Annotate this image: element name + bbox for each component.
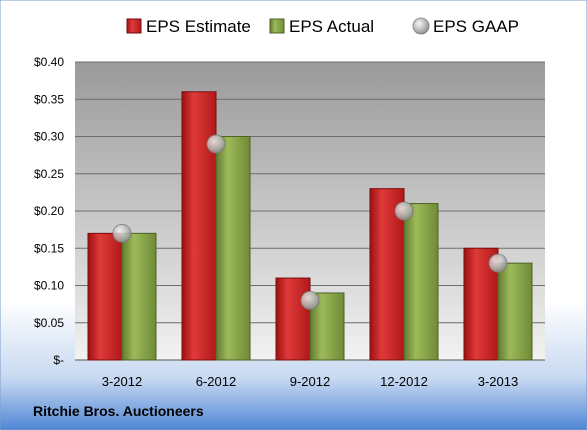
marker-eps-gaap (206, 134, 226, 154)
legend-label: EPS Actual (289, 17, 374, 36)
marker-eps-gaap (394, 201, 414, 221)
grid-lines (75, 61, 545, 361)
marker-eps-gaap (300, 290, 320, 310)
y-tick-label: $- (53, 353, 64, 367)
marker-eps-gaap (488, 253, 508, 273)
y-tick-label: $0.20 (34, 204, 64, 218)
legend-swatch (126, 18, 142, 34)
gaap-markers (112, 134, 508, 310)
y-tick-label: $0.30 (34, 130, 64, 144)
legend: EPS Estimate EPS Actual EPS GAAP (126, 17, 519, 36)
x-category-label: 9-2012 (290, 374, 330, 389)
bar-eps-actual (215, 136, 251, 361)
y-tick-label: $0.05 (34, 316, 64, 330)
bar-eps-actual (121, 232, 157, 361)
marker-eps-gaap (112, 223, 132, 243)
y-tick-label: $0.35 (34, 92, 64, 106)
bar-eps-estimate (275, 277, 311, 361)
x-category-label: 12-2012 (380, 374, 428, 389)
y-tick-label: $0.10 (34, 279, 64, 293)
y-tick-label: $0.40 (34, 55, 64, 69)
bar-eps-estimate (87, 232, 123, 361)
x-axis-categories: 3-2012 6-2012 9-2012 12-2012 3-2013 (102, 374, 518, 389)
y-tick-label: $0.15 (34, 241, 64, 255)
bar-eps-actual (403, 203, 439, 361)
y-axis-ticks: $- $0.05 $0.10 $0.15 $0.20 $0.25 $0.30 $0.35 $0.… (34, 55, 64, 367)
x-category-label: 3-2012 (102, 374, 142, 389)
legend-label: EPS Estimate (146, 17, 251, 36)
legend-swatch (269, 18, 285, 34)
bar-eps-estimate (181, 91, 217, 361)
bar-eps-actual (497, 262, 533, 361)
legend-label: EPS GAAP (433, 17, 519, 36)
y-tick-label: $0.25 (34, 167, 64, 181)
bars (87, 91, 533, 361)
chart-caption: Ritchie Bros. Auctioneers (33, 403, 204, 419)
legend-swatch (412, 17, 430, 35)
x-category-label: 3-2013 (478, 374, 518, 389)
x-category-label: 6-2012 (196, 374, 236, 389)
